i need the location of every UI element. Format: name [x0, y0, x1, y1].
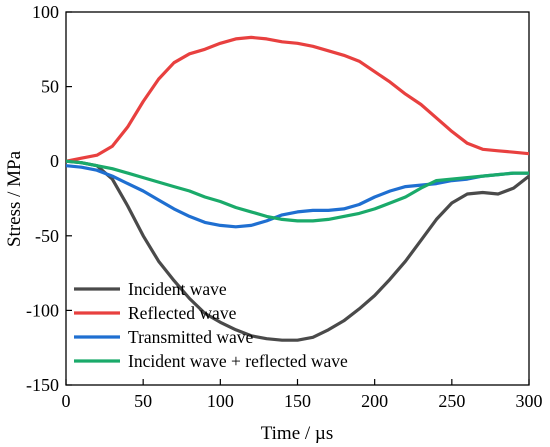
x-tick-label: 50 [134, 391, 152, 411]
x-tick-label: 300 [516, 391, 543, 411]
y-tick-label: 0 [50, 151, 59, 171]
y-axis: 100 50 0 -50 -100 -150 [26, 2, 72, 395]
x-axis: 0 50 100 150 200 250 300 [62, 379, 543, 411]
x-axis-title: Time / µs [261, 423, 334, 444]
legend: Incident wave Reflected wave Transmitted w… [74, 279, 348, 371]
x-tick-label: 200 [361, 391, 388, 411]
x-tick-label: 150 [284, 391, 311, 411]
legend-label: Transmitted wave [128, 327, 253, 347]
y-tick-label: -50 [35, 226, 59, 246]
y-tick-label: 100 [32, 2, 59, 22]
x-tick-label: 100 [207, 391, 234, 411]
y-tick-label: 50 [41, 77, 59, 97]
series-line-4 [66, 159, 529, 223]
x-tick-label: 250 [438, 391, 465, 411]
legend-label: Reflected wave [128, 303, 237, 323]
y-tick-label: -100 [26, 300, 59, 320]
x-tick-label: 0 [62, 391, 71, 411]
series-line-1 [66, 159, 529, 342]
legend-label: Incident wave [128, 279, 227, 299]
series-line-2 [66, 35, 529, 163]
series-layer [66, 35, 529, 342]
legend-label: Incident wave + reflected wave [128, 351, 348, 371]
y-tick-label: -150 [26, 375, 59, 395]
y-axis-title: Stress / MPa [4, 150, 25, 247]
